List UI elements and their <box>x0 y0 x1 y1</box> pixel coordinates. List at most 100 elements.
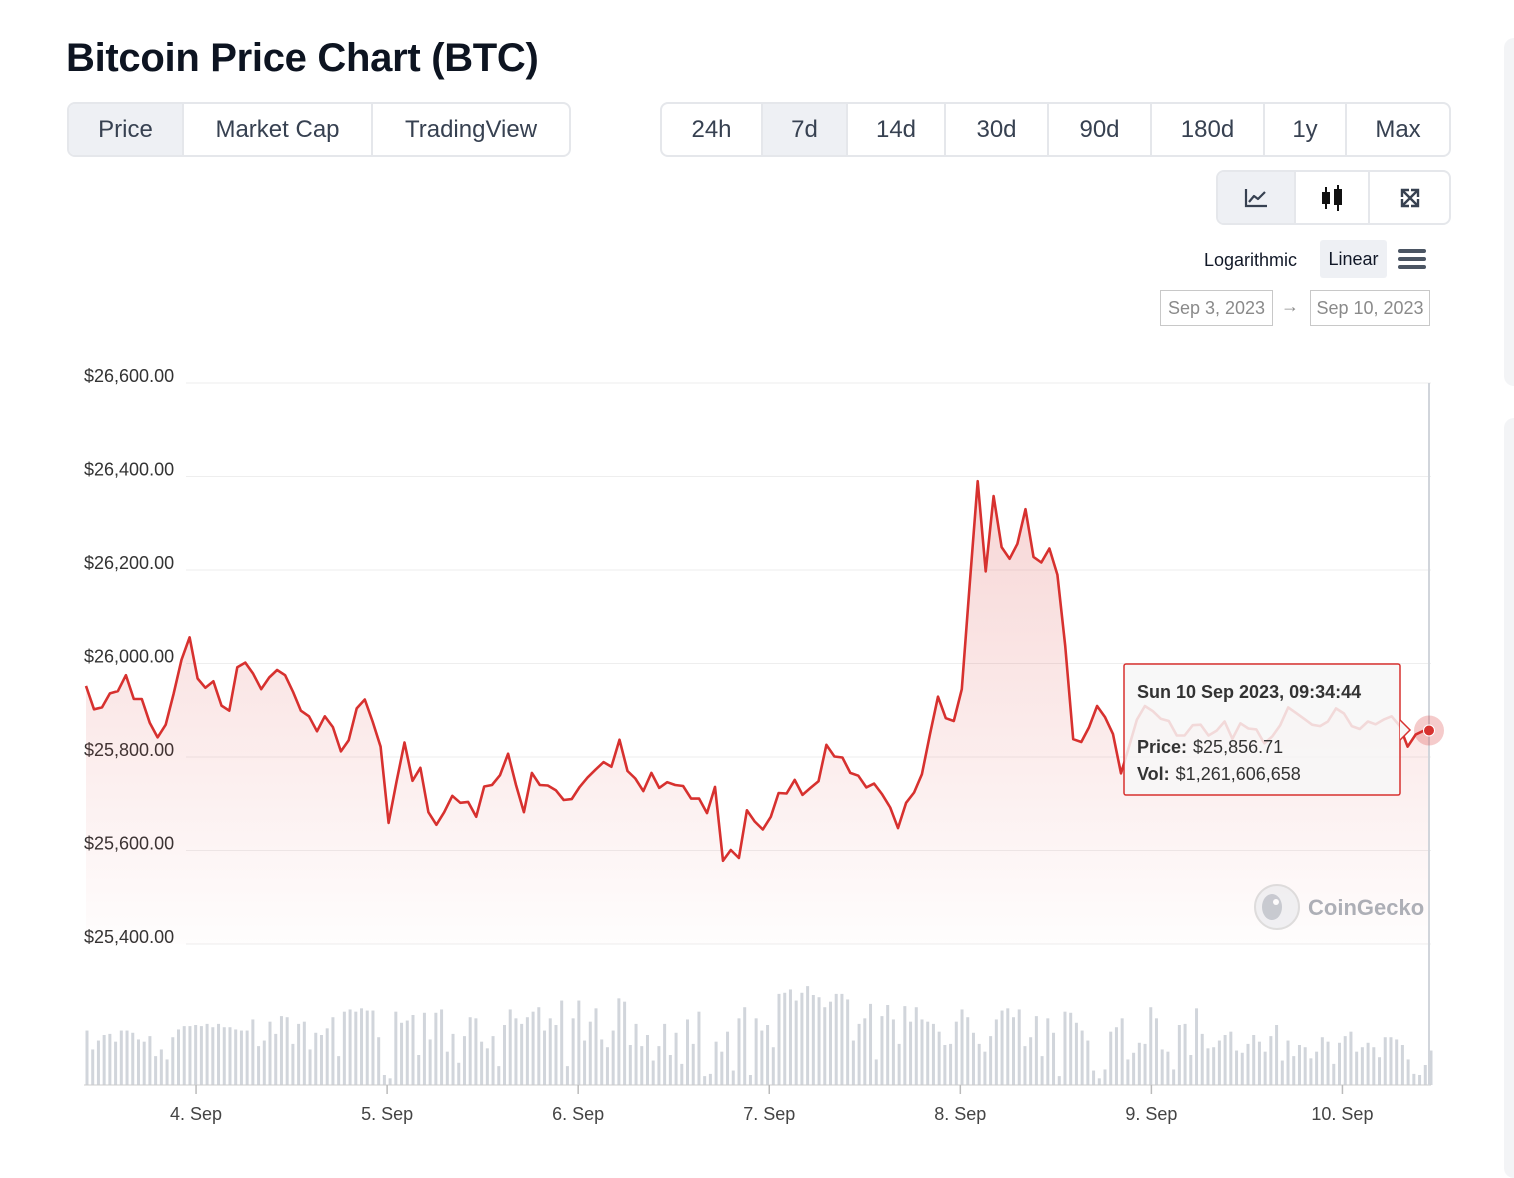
date-from-input[interactable]: Sep 3, 2023 <box>1160 290 1273 326</box>
volume-bar <box>869 1003 873 1085</box>
tab-tradingview[interactable]: TradingView <box>404 115 538 143</box>
volume-bar <box>680 1063 684 1085</box>
volume-bar <box>1349 1031 1353 1085</box>
volume-bar <box>823 1007 827 1085</box>
volume-bar <box>1217 1040 1221 1085</box>
volume-bar <box>891 1019 895 1085</box>
volume-bar <box>634 1023 638 1085</box>
volume-bar <box>337 1056 341 1085</box>
volume-bar <box>994 1019 998 1085</box>
volume-bar <box>1120 1018 1124 1085</box>
y-tick-label: $26,600.00 <box>84 366 174 386</box>
volume-bar <box>382 1075 386 1085</box>
volume-bar <box>434 1012 438 1085</box>
volume-bar <box>617 998 621 1085</box>
volume-bar <box>766 1025 770 1085</box>
chart-style-toolbar <box>1216 170 1451 225</box>
linear-option[interactable]: Linear <box>1320 240 1387 278</box>
volume-bar <box>1080 1030 1084 1085</box>
volume-bar <box>205 1023 209 1085</box>
fullscreen-button[interactable] <box>1370 172 1449 223</box>
date-to-input[interactable]: Sep 10, 2023 <box>1310 290 1430 326</box>
volume-bar <box>360 1008 364 1085</box>
volume-bar <box>291 1043 295 1085</box>
volume-bar <box>640 1046 644 1085</box>
tab-price[interactable]: Price <box>69 104 184 155</box>
range-24h-button[interactable]: 24h <box>662 104 763 155</box>
volume-bar <box>851 1040 855 1085</box>
line-chart-button[interactable] <box>1218 172 1296 223</box>
x-tick-label: 6. Sep <box>552 1104 604 1124</box>
coingecko-watermark: CoinGecko <box>1254 884 1424 930</box>
volume-bar <box>388 1078 392 1085</box>
volume-bar <box>794 1000 798 1085</box>
range-7d-button[interactable]: 7d <box>763 104 848 155</box>
volume-bar <box>239 1030 243 1085</box>
candlestick-icon <box>1322 184 1343 211</box>
volume-bar <box>222 1027 226 1085</box>
volume-bar <box>485 1048 489 1085</box>
volume-bar <box>708 1073 712 1085</box>
volume-bar <box>748 1075 752 1085</box>
volume-bar <box>1309 1058 1313 1085</box>
volume-bar <box>308 1049 312 1085</box>
volume-bar <box>989 1036 993 1085</box>
tooltip-price-row: Price: $25,856.71 <box>1137 737 1283 757</box>
volume-bar <box>199 1026 203 1085</box>
volume-bar <box>371 1010 375 1085</box>
chart-type-tabs: Price Market Cap TradingView <box>67 102 571 157</box>
volume-bar <box>279 1016 283 1085</box>
volume-bar <box>1160 1049 1164 1085</box>
range-180d-button[interactable]: 180d <box>1152 104 1265 155</box>
volume-bar <box>1006 1008 1010 1085</box>
volume-bar <box>897 1043 901 1085</box>
volume-bar <box>577 1000 581 1085</box>
tooltip-vol-value: $1,261,606,658 <box>1176 764 1301 784</box>
tooltip-vol-row: Vol: $1,261,606,658 <box>1137 764 1301 784</box>
volume-bar <box>1012 1017 1016 1085</box>
range-30d-button[interactable]: 30d <box>946 104 1049 155</box>
volume-bar <box>457 1062 461 1085</box>
candlestick-button[interactable] <box>1296 172 1371 223</box>
volume-bar <box>857 1023 861 1085</box>
volume-bar <box>548 1018 552 1085</box>
volume-bar <box>85 1030 89 1085</box>
volume-bar <box>497 1066 501 1085</box>
volume-bar <box>743 1007 747 1085</box>
range-14d-button[interactable]: 14d <box>848 104 946 155</box>
volume-bar <box>136 1039 140 1085</box>
volume-bar <box>468 1017 472 1085</box>
volume-bar <box>668 1055 672 1085</box>
menu-icon[interactable] <box>1396 246 1428 272</box>
volume-bar <box>142 1041 146 1085</box>
volume-bar <box>800 992 804 1085</box>
volume-bar <box>806 986 810 1085</box>
volume-bar <box>405 1020 409 1085</box>
logarithmic-option[interactable]: Logarithmic <box>1204 250 1298 270</box>
volume-bar <box>880 1016 884 1085</box>
volume-bar <box>125 1030 129 1085</box>
volume-bar <box>1297 1045 1301 1085</box>
x-tick-label: 7. Sep <box>743 1104 795 1124</box>
volume-bar <box>474 1018 478 1085</box>
range-max-button[interactable]: Max <box>1375 115 1421 143</box>
range-1y-button[interactable]: 1y <box>1265 104 1347 155</box>
date-arrow-icon: → <box>1281 296 1299 316</box>
volume-bar <box>377 1037 381 1085</box>
tab-market-cap[interactable]: Market Cap <box>184 104 373 155</box>
volume-bar <box>691 1043 695 1085</box>
volume-bar <box>1389 1037 1393 1085</box>
volume-bar <box>228 1027 232 1085</box>
volume-bar <box>903 1006 907 1085</box>
volume-bar <box>1383 1037 1387 1085</box>
side-panel-edge-lower <box>1504 418 1514 1178</box>
range-90d-button[interactable]: 90d <box>1049 104 1152 155</box>
time-range-selector: 24h 7d 14d 30d 90d 180d 1y Max <box>660 102 1451 157</box>
volume-bar <box>1326 1041 1330 1085</box>
volume-bar <box>508 1009 512 1085</box>
volume-bar <box>554 1025 558 1085</box>
volume-bar <box>605 1047 609 1085</box>
volume-bar <box>954 1021 958 1085</box>
x-tick-label: 5. Sep <box>361 1104 413 1124</box>
